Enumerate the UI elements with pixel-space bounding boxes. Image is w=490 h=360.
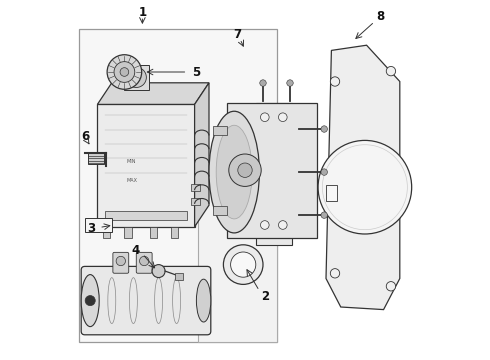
Bar [171, 227, 178, 238]
Bar [85, 218, 112, 232]
Circle shape [85, 296, 95, 306]
Ellipse shape [196, 279, 211, 322]
Polygon shape [195, 83, 209, 227]
Text: 1: 1 [138, 6, 147, 19]
Circle shape [223, 245, 263, 284]
Circle shape [386, 282, 395, 291]
Text: 2: 2 [261, 291, 269, 303]
Bar [198, 155, 277, 342]
Ellipse shape [216, 125, 252, 219]
Text: 6: 6 [81, 130, 90, 143]
FancyBboxPatch shape [136, 252, 152, 273]
Circle shape [318, 140, 412, 234]
Bar [104, 211, 187, 220]
Circle shape [231, 252, 256, 277]
Text: MAX: MAX [126, 177, 137, 183]
Circle shape [321, 126, 327, 132]
Circle shape [278, 221, 287, 229]
FancyBboxPatch shape [81, 266, 211, 335]
Bar [103, 227, 110, 238]
Bar [256, 103, 292, 245]
Bar [213, 206, 227, 215]
Bar [79, 29, 277, 342]
Text: 7: 7 [234, 28, 242, 41]
Ellipse shape [209, 111, 259, 233]
Bar [149, 227, 157, 238]
Bar [124, 227, 132, 238]
Circle shape [120, 68, 129, 76]
Text: 5: 5 [192, 66, 200, 78]
Polygon shape [326, 45, 400, 310]
Circle shape [229, 154, 261, 186]
Text: 3: 3 [87, 222, 95, 235]
Polygon shape [326, 185, 337, 201]
Ellipse shape [81, 275, 99, 327]
Circle shape [260, 80, 266, 86]
Circle shape [114, 62, 135, 82]
Circle shape [107, 55, 142, 89]
Circle shape [126, 67, 147, 87]
Circle shape [278, 113, 287, 122]
Circle shape [386, 67, 395, 76]
Circle shape [261, 221, 269, 229]
Circle shape [140, 256, 149, 266]
Circle shape [116, 256, 125, 266]
Circle shape [321, 212, 327, 219]
Circle shape [152, 265, 165, 278]
Circle shape [238, 163, 252, 177]
Text: MIN: MIN [127, 159, 136, 165]
Bar [175, 273, 183, 280]
Text: 8: 8 [376, 10, 384, 23]
Circle shape [330, 77, 340, 86]
Bar [213, 126, 227, 135]
Circle shape [330, 269, 340, 278]
Circle shape [261, 113, 269, 122]
Bar [88, 152, 103, 164]
Bar [123, 65, 149, 90]
Polygon shape [98, 83, 209, 104]
Circle shape [287, 80, 293, 86]
Circle shape [322, 145, 407, 230]
Bar [191, 198, 200, 205]
FancyBboxPatch shape [113, 252, 129, 273]
FancyBboxPatch shape [98, 104, 195, 227]
Circle shape [321, 169, 327, 175]
Text: 4: 4 [131, 244, 139, 257]
Bar [227, 103, 317, 238]
Bar [191, 184, 200, 191]
